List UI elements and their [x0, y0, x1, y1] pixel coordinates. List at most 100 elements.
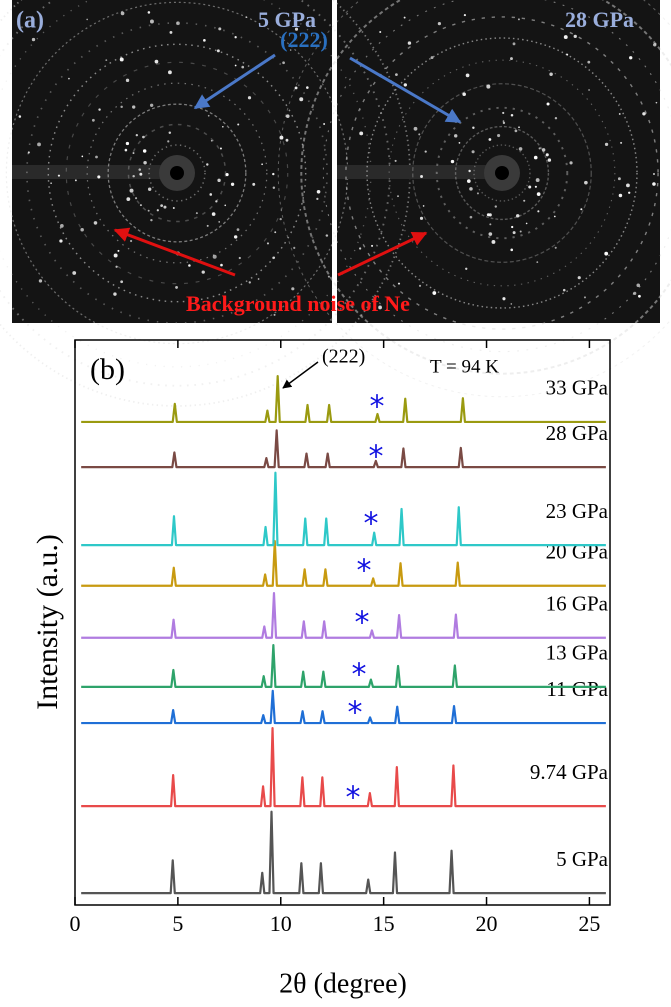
impurity-marker: * — [346, 781, 361, 816]
diffraction-spot — [37, 142, 41, 147]
diffraction-spot — [132, 152, 135, 155]
y-axis-label: Intensity (a.u.) — [31, 534, 64, 710]
series-label: 11 GPa — [546, 677, 608, 701]
diffraction-spot — [534, 185, 537, 188]
diffraction-spot — [59, 239, 63, 243]
pattern-line — [81, 471, 606, 547]
diffraction-spot — [125, 141, 130, 146]
diffraction-spot — [518, 126, 520, 129]
diffraction-spot — [139, 172, 143, 176]
diffraction-spot — [316, 197, 319, 200]
series-label: 5 GPa — [556, 847, 609, 871]
diffraction-spot — [403, 83, 407, 87]
diffraction-spot — [430, 56, 434, 59]
reflection-label: (222) — [322, 346, 365, 368]
diffraction-spot — [98, 108, 101, 111]
diffraction-spot — [142, 149, 147, 153]
diffraction-spot — [536, 261, 539, 263]
arrow — [337, 231, 428, 277]
diffraction-spot — [139, 204, 142, 207]
diffraction-spot — [261, 163, 264, 166]
diffraction-spot — [93, 221, 98, 225]
arrow — [349, 56, 462, 124]
diffraction-spot — [113, 292, 117, 296]
diffraction-spot — [553, 215, 556, 218]
reflection-label: (222) — [280, 27, 328, 52]
diffraction-ring — [473, 144, 531, 202]
diffraction-spot — [129, 188, 134, 193]
diffraction-spot — [458, 141, 461, 144]
diffraction-spot — [510, 114, 514, 117]
diffraction-spot — [279, 135, 284, 140]
diffraction-spot — [569, 161, 573, 165]
diffraction-spot — [397, 195, 399, 198]
diffraction-spot — [209, 193, 213, 196]
noise-note: Background noise of Ne — [186, 291, 410, 316]
diffraction-spot — [201, 270, 205, 274]
diffraction-spot — [465, 267, 468, 270]
diffraction-spot — [125, 78, 130, 83]
diffraction-spot — [60, 224, 64, 228]
x-tick-label: 20 — [476, 911, 498, 936]
beam-stop-shadow — [12, 165, 177, 179]
pattern-line — [81, 644, 606, 689]
diffraction-spot — [167, 140, 170, 143]
diffraction-spot — [516, 214, 520, 218]
diffraction-spot — [168, 70, 172, 75]
diffraction-spot — [31, 37, 36, 42]
diffraction-spot — [154, 59, 159, 64]
diffraction-spot — [465, 73, 470, 78]
pattern-line — [81, 429, 606, 469]
pattern-line — [81, 540, 606, 587]
series-label: 9.74 GPa — [530, 760, 609, 784]
impurity-marker: * — [369, 440, 384, 475]
diffraction-spot — [38, 279, 43, 283]
diffraction-spot — [316, 189, 321, 194]
diffraction-spot — [72, 271, 77, 275]
diffraction-spot — [207, 114, 210, 117]
diffraction-spot — [525, 222, 528, 225]
diffraction-spot — [220, 263, 223, 267]
diffraction-spot — [169, 30, 173, 34]
diffraction-spot — [562, 288, 566, 292]
diffraction-spot — [211, 212, 216, 216]
diffraction-spot — [472, 126, 475, 129]
diffraction-spot — [135, 133, 139, 137]
diffraction-spot — [517, 18, 520, 21]
series-label: 20 GPa — [546, 540, 609, 564]
pattern-line — [81, 727, 606, 808]
diffraction-spot — [86, 18, 88, 21]
diffraction-spot — [653, 172, 655, 175]
diffraction-spot — [626, 183, 630, 188]
diffraction-spot — [266, 242, 270, 245]
panel-a — [0, 0, 671, 407]
beam-center — [495, 166, 509, 180]
diffraction-spot — [175, 286, 178, 289]
diffraction-ring — [345, 16, 659, 330]
diffraction-ring — [127, 123, 227, 223]
diffraction-spot — [147, 187, 152, 191]
diffraction-spot — [210, 139, 213, 142]
diffraction-spot — [81, 155, 84, 158]
pattern-line — [81, 375, 606, 424]
diffraction-spot — [119, 57, 124, 62]
diffraction-spot — [510, 303, 513, 305]
diffraction-spot — [203, 38, 206, 42]
impurity-marker: * — [364, 507, 379, 542]
diffraction-ring — [148, 144, 206, 202]
diffraction-spot — [212, 254, 217, 259]
diffraction-spot — [172, 206, 175, 209]
diffraction-spot — [547, 158, 552, 162]
series-label: 33 GPa — [546, 376, 609, 400]
diffraction-spot — [512, 231, 516, 235]
diffraction-spot — [510, 248, 514, 252]
diffraction-spot — [236, 228, 240, 232]
diffraction-spot — [462, 92, 466, 97]
diffraction-spot — [188, 264, 191, 267]
diffraction-spot — [419, 216, 424, 220]
diffraction-ring — [47, 43, 307, 303]
diffraction-spot — [218, 27, 222, 31]
beam-stop-shadow — [337, 165, 502, 179]
diffraction-spot — [468, 169, 471, 173]
diffraction-spot — [138, 168, 142, 171]
